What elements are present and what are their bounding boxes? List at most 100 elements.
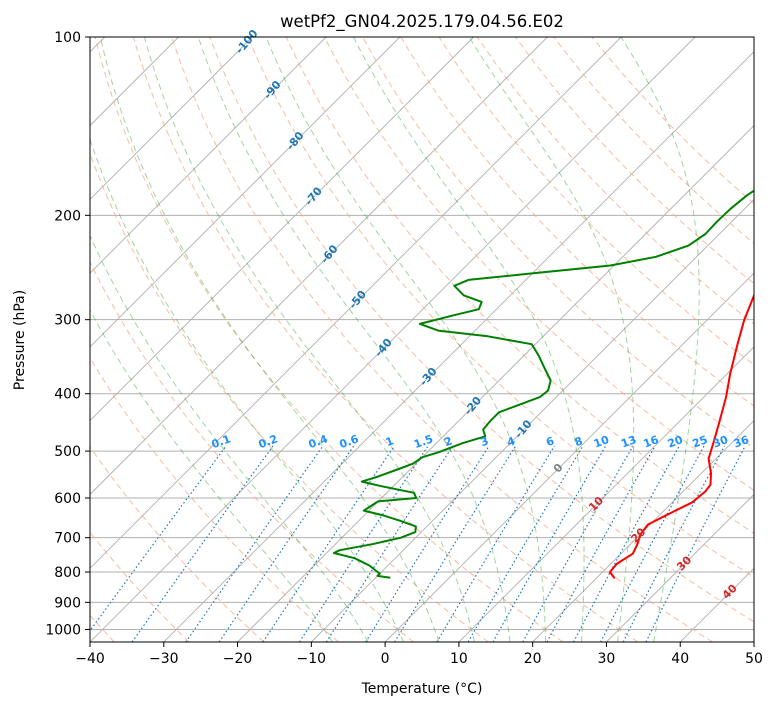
y-tick-label: 200 bbox=[54, 208, 81, 224]
mixing-ratio-line-1 bbox=[131, 445, 274, 642]
y-tick-label: 1000 bbox=[45, 622, 81, 638]
mixing-ratio-line-9 bbox=[436, 445, 556, 642]
mixing-ratio-label: 36 bbox=[732, 433, 751, 451]
mixing-ratio-label: 8 bbox=[573, 434, 585, 449]
y-tick-label: 700 bbox=[54, 531, 81, 547]
dry-adiabat-0 bbox=[90, 260, 414, 642]
x-tick-label: 10 bbox=[450, 651, 468, 667]
x-tick-label: 20 bbox=[524, 651, 542, 667]
dry-adiabat-20 bbox=[94, 37, 564, 642]
y-axis-label: Pressure (hPa) bbox=[12, 290, 28, 390]
mixing-ratio-label: 20 bbox=[666, 433, 685, 451]
isotherm-label: 0 bbox=[551, 461, 566, 476]
mixing-ratio-label: 1.5 bbox=[412, 432, 435, 451]
dry-adiabat-40 bbox=[171, 37, 713, 642]
dry-adiabat-130 bbox=[515, 37, 754, 285]
x-tick-label: −10 bbox=[297, 651, 327, 667]
mixing-ratio-line-16 bbox=[622, 445, 726, 642]
grid-layer bbox=[90, 37, 754, 642]
mixing-ratio-line-0 bbox=[90, 445, 227, 632]
mixing-ratio-label: 25 bbox=[691, 433, 710, 450]
x-tick-label: −20 bbox=[223, 651, 253, 667]
temperature-line bbox=[609, 292, 754, 579]
moist-adiabat-15 bbox=[197, 37, 511, 642]
mixing-ratio-label: 13 bbox=[619, 433, 638, 450]
dry-adiabat-120 bbox=[476, 37, 754, 325]
dry-adiabat--10 bbox=[90, 356, 339, 642]
mixing-ratio-label: 4 bbox=[505, 434, 517, 449]
plot-frame bbox=[89, 36, 755, 643]
isotherm--50 bbox=[90, 37, 622, 569]
y-tick-label: 600 bbox=[54, 491, 81, 507]
x-tick-label: 40 bbox=[671, 651, 689, 667]
isotherm--80 bbox=[90, 37, 401, 348]
x-tick-label: 50 bbox=[745, 651, 763, 667]
x-tick-label: −30 bbox=[149, 651, 179, 667]
isotherm--20 bbox=[237, 124, 754, 642]
isotherm--30 bbox=[163, 51, 754, 642]
dry-adiabat-label: -100 bbox=[233, 27, 261, 57]
moist-adiabat--10 bbox=[90, 308, 333, 642]
mixing-ratio-line-2 bbox=[185, 445, 324, 642]
x-tick-label: 30 bbox=[598, 651, 616, 667]
isotherm-0 bbox=[384, 272, 754, 642]
dry-adiabat--20 bbox=[90, 446, 265, 642]
dry-adiabat-140 bbox=[553, 37, 754, 245]
y-tick-label: 400 bbox=[54, 387, 81, 403]
moist-adiabat-25 bbox=[353, 37, 585, 642]
dry-adiabat-50 bbox=[209, 37, 754, 623]
mixing-ratio-label: 10 bbox=[592, 433, 611, 451]
y-tick-label: 800 bbox=[54, 565, 81, 581]
mixing-ratio-label: 30 bbox=[711, 433, 730, 451]
mixing-ratio-label: 0.1 bbox=[210, 432, 233, 451]
isotherm-10 bbox=[458, 346, 754, 642]
reference-lines-layer bbox=[90, 37, 754, 642]
dry-adiabat-110 bbox=[438, 37, 754, 366]
mixing-ratio-label: 3 bbox=[479, 434, 491, 449]
isotherm-30 bbox=[606, 493, 754, 642]
dry-adiabat--30 bbox=[90, 531, 190, 642]
dry-adiabat-80 bbox=[323, 37, 754, 491]
mixing-ratio-line-17 bbox=[645, 445, 746, 642]
moist-adiabat-10 bbox=[143, 37, 475, 642]
y-tick-label: 500 bbox=[54, 444, 81, 460]
mixing-ratio-line-13 bbox=[546, 445, 656, 642]
isotherm-40 bbox=[679, 567, 754, 642]
axes-layer: −40 −30 −20 −10 0 10 20 30 40 5010020030040050060… bbox=[45, 30, 763, 667]
dewpoint-line bbox=[332, 189, 754, 579]
mixing-ratio-label: 16 bbox=[642, 433, 661, 451]
moist-adiabat-0 bbox=[90, 137, 405, 642]
isotherm-20 bbox=[532, 420, 754, 642]
mixing-ratio-label: 0.4 bbox=[307, 432, 330, 451]
isotherm--100 bbox=[90, 37, 253, 200]
y-tick-label: 300 bbox=[54, 313, 81, 329]
dry-adiabat-60 bbox=[247, 37, 754, 578]
mixing-ratio-line-4 bbox=[262, 445, 395, 642]
isotherm-label: 30 bbox=[674, 553, 694, 573]
dry-adiabat-70 bbox=[285, 37, 754, 535]
y-tick-label: 900 bbox=[54, 595, 81, 611]
mixing-ratio-line-5 bbox=[299, 445, 429, 642]
isotherm-50 bbox=[753, 641, 754, 642]
isotherm-label: 10 bbox=[586, 494, 606, 514]
moist-adiabat-35 bbox=[620, 37, 700, 642]
mixing-ratio-label: 0.6 bbox=[338, 432, 361, 451]
moist-adiabat-30 bbox=[468, 37, 635, 642]
mixing-ratio-line-7 bbox=[365, 445, 490, 642]
mixing-ratio-line-8 bbox=[394, 445, 517, 642]
x-tick-label: 0 bbox=[381, 651, 390, 667]
mixing-ratio-line-3 bbox=[218, 445, 355, 642]
x-axis-label: Temperature (°C) bbox=[361, 681, 483, 697]
mixing-ratio-line-14 bbox=[572, 445, 680, 642]
mixing-ratio-line-6 bbox=[325, 445, 454, 642]
isotherm-label: 40 bbox=[720, 581, 740, 601]
x-tick-label: −40 bbox=[75, 651, 105, 667]
dry-adiabat-10 bbox=[90, 152, 489, 642]
moist-adiabat-5 bbox=[99, 37, 440, 642]
isotherm--60 bbox=[90, 37, 548, 496]
mixing-ratio-line-15 bbox=[600, 445, 705, 642]
mixing-ratio-line-10 bbox=[467, 445, 584, 642]
dry-adiabat-150 bbox=[591, 37, 754, 205]
mixing-ratio-label: 0.2 bbox=[257, 432, 280, 451]
